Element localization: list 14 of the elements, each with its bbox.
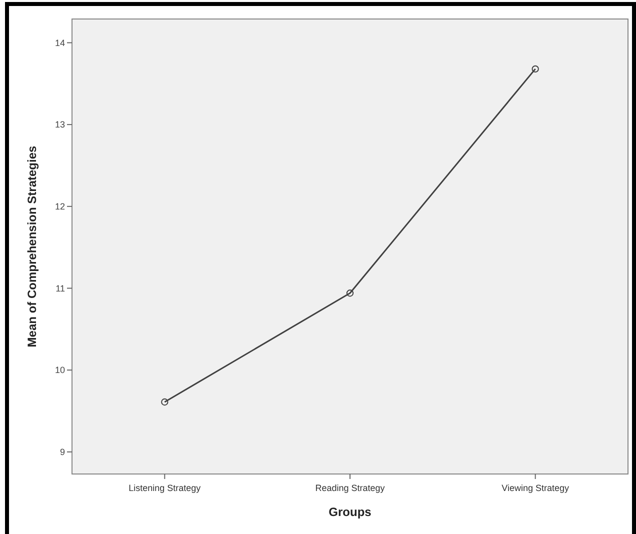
x-axis-title: Groups [328, 505, 372, 519]
y-tick-label: 14 [54, 38, 65, 48]
y-tick-label: 10 [54, 365, 65, 376]
y-axis-title: Mean of Comprehension Strategies [25, 145, 39, 348]
point [346, 290, 354, 297]
point [161, 398, 168, 406]
x-tick-label: Listening Strategy [128, 483, 202, 493]
y-tick-label: 9 [60, 447, 65, 458]
x-tick-label: Reading Strategy [315, 483, 386, 493]
y-tick-label: 12 [54, 202, 65, 212]
y-tick-label: 11 [56, 283, 65, 294]
point [532, 65, 539, 73]
y-tick-label: 13 [54, 120, 65, 130]
x-tick-label: Viewing Strategy [502, 483, 570, 493]
